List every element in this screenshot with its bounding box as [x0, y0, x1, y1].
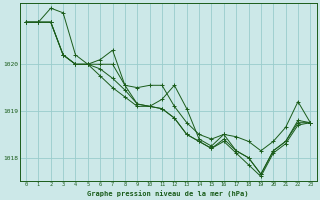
X-axis label: Graphe pression niveau de la mer (hPa): Graphe pression niveau de la mer (hPa)	[87, 190, 249, 197]
